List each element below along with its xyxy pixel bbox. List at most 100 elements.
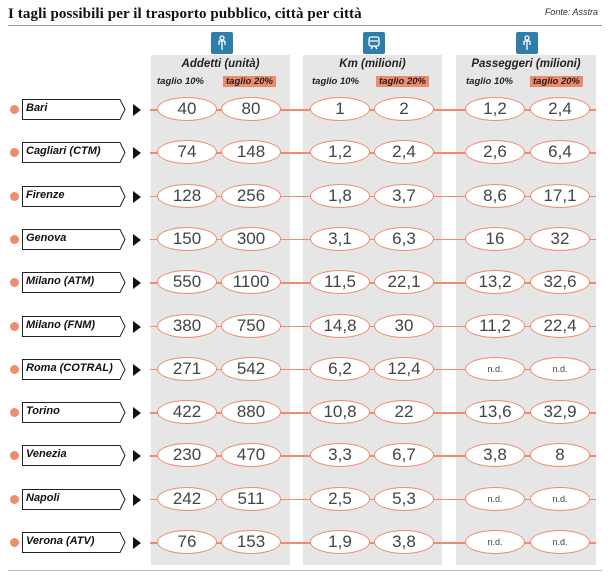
row-dot bbox=[10, 494, 19, 504]
value-oval: 2,6 bbox=[465, 140, 525, 165]
arrow-icon bbox=[133, 537, 141, 549]
row-dot bbox=[10, 191, 19, 201]
table-row: Bari 40 80 1 2 1,2 2,4 bbox=[0, 95, 610, 125]
sub-label: taglio 10% bbox=[466, 76, 513, 87]
city-name: Milano (ATM) bbox=[26, 275, 95, 288]
value-oval: 6,4 bbox=[530, 140, 590, 165]
value-oval: 76 bbox=[157, 530, 217, 554]
value-oval: 2,4 bbox=[374, 140, 434, 165]
city-label-box: Firenze bbox=[22, 185, 126, 207]
value-oval: 150 bbox=[157, 226, 217, 251]
value-oval: 511 bbox=[221, 486, 281, 511]
value-oval: 6,7 bbox=[374, 443, 434, 468]
city-label-box: Napoli bbox=[22, 488, 126, 510]
value-oval: 8,6 bbox=[465, 183, 525, 208]
city-name: Venezia bbox=[26, 448, 67, 461]
city-name: Milano (FNM) bbox=[26, 318, 96, 331]
city-name: Torino bbox=[26, 405, 60, 418]
table-row: Napoli 242 511 2,5 5,3 n.d. n.d. bbox=[0, 485, 610, 515]
value-oval: 8 bbox=[530, 443, 590, 468]
row-dot bbox=[10, 278, 19, 288]
row-line bbox=[150, 368, 596, 371]
value-oval: 22,4 bbox=[530, 313, 590, 338]
sub-label-highlight: taglio 20% bbox=[223, 76, 276, 87]
group-title-passeggeri: Passeggeri (milioni) bbox=[471, 58, 581, 70]
table-row: Venezia 230 470 3,3 6,7 3,8 8 bbox=[0, 441, 610, 471]
value-oval: 11,5 bbox=[310, 270, 370, 295]
arrow-icon bbox=[133, 104, 141, 116]
row-dot bbox=[10, 234, 19, 244]
value-oval: 380 bbox=[157, 313, 217, 338]
arrow-icon bbox=[133, 147, 141, 160]
value-oval: 5,3 bbox=[374, 486, 434, 511]
city-name: Genova bbox=[26, 231, 67, 244]
value-oval: 3,1 bbox=[310, 226, 370, 251]
table-row: Genova 150 300 3,1 6,3 16 32 bbox=[0, 225, 610, 255]
value-oval: 880 bbox=[221, 400, 281, 425]
value-oval: 1100 bbox=[221, 270, 281, 295]
value-oval: 2 bbox=[374, 97, 434, 121]
value-oval: 230 bbox=[157, 443, 217, 468]
value-oval: 3,8 bbox=[465, 443, 525, 468]
value-oval: 32,6 bbox=[530, 270, 590, 295]
table-row: Cagliari (CTM) 74 148 1,2 2,4 2,6 6,4 bbox=[0, 138, 610, 168]
row-line bbox=[150, 238, 596, 241]
value-oval: 16 bbox=[465, 226, 525, 251]
sub-label-highlight: taglio 20% bbox=[530, 76, 583, 87]
row-dot bbox=[10, 408, 19, 418]
value-oval: 1,2 bbox=[465, 97, 525, 121]
value-oval: 32,9 bbox=[530, 400, 590, 425]
table-row: Torino 422 880 10,8 22 13,6 32,9 bbox=[0, 398, 610, 428]
city-label-box: Bari bbox=[22, 99, 126, 120]
city-name: Verona (ATV) bbox=[26, 535, 95, 547]
city-name: Roma (COTRAL) bbox=[26, 361, 113, 374]
arrow-icon bbox=[133, 320, 141, 333]
city-label-box: Milano (FNM) bbox=[22, 315, 126, 337]
value-oval: 422 bbox=[157, 400, 217, 425]
sub-label: taglio 10% bbox=[312, 76, 359, 87]
city-label-box: Cagliari (CTM) bbox=[22, 142, 126, 164]
table-row: Milano (ATM) 550 1100 11,5 22,1 13,2 32,6 bbox=[0, 268, 610, 298]
value-oval: 1,9 bbox=[310, 530, 370, 554]
value-oval: n.d. bbox=[465, 356, 525, 381]
arrow-icon bbox=[133, 450, 141, 463]
value-oval: n.d. bbox=[530, 356, 590, 381]
arrow-icon bbox=[133, 363, 141, 376]
value-oval: 40 bbox=[157, 97, 217, 121]
panel-km bbox=[303, 55, 442, 565]
city-name: Cagliari (CTM) bbox=[26, 145, 101, 158]
value-oval: 1,8 bbox=[310, 183, 370, 208]
value-oval: 2,4 bbox=[530, 97, 590, 121]
value-oval: 22 bbox=[374, 400, 434, 425]
value-oval: 2,5 bbox=[310, 486, 370, 511]
value-oval: 750 bbox=[221, 313, 281, 338]
value-oval: 1,2 bbox=[310, 140, 370, 165]
row-dot bbox=[10, 538, 19, 547]
value-oval: 80 bbox=[221, 97, 281, 121]
value-oval: 3,8 bbox=[374, 530, 434, 554]
value-oval: 32 bbox=[530, 226, 590, 251]
sub-label: taglio 10% bbox=[157, 76, 204, 87]
city-name: Firenze bbox=[26, 188, 65, 201]
row-dot bbox=[10, 364, 19, 374]
value-oval: n.d. bbox=[465, 530, 525, 554]
panel-passeggeri bbox=[456, 55, 596, 565]
value-oval: 6,2 bbox=[310, 356, 370, 381]
value-oval: 470 bbox=[221, 443, 281, 468]
city-label-box: Roma (COTRAL) bbox=[22, 358, 126, 380]
table-row: Roma (COTRAL) 271 542 6,2 12,4 n.d. n.d. bbox=[0, 355, 610, 385]
value-oval: 13,2 bbox=[465, 270, 525, 295]
train-icon bbox=[363, 32, 385, 54]
value-oval: 542 bbox=[221, 356, 281, 381]
person-icon bbox=[211, 32, 233, 54]
row-dot bbox=[10, 321, 19, 331]
row-line bbox=[150, 542, 596, 544]
city-label-box: Verona (ATV) bbox=[22, 532, 126, 553]
value-oval: 11,2 bbox=[465, 313, 525, 338]
value-oval: n.d. bbox=[465, 486, 525, 511]
value-oval: 22,1 bbox=[374, 270, 434, 295]
table-row: Firenze 128 256 1,8 3,7 8,6 17,1 bbox=[0, 182, 610, 212]
group-title-km: Km (milioni) bbox=[339, 58, 406, 70]
city-label-box: Venezia bbox=[22, 445, 126, 467]
value-oval: 13,6 bbox=[465, 400, 525, 425]
